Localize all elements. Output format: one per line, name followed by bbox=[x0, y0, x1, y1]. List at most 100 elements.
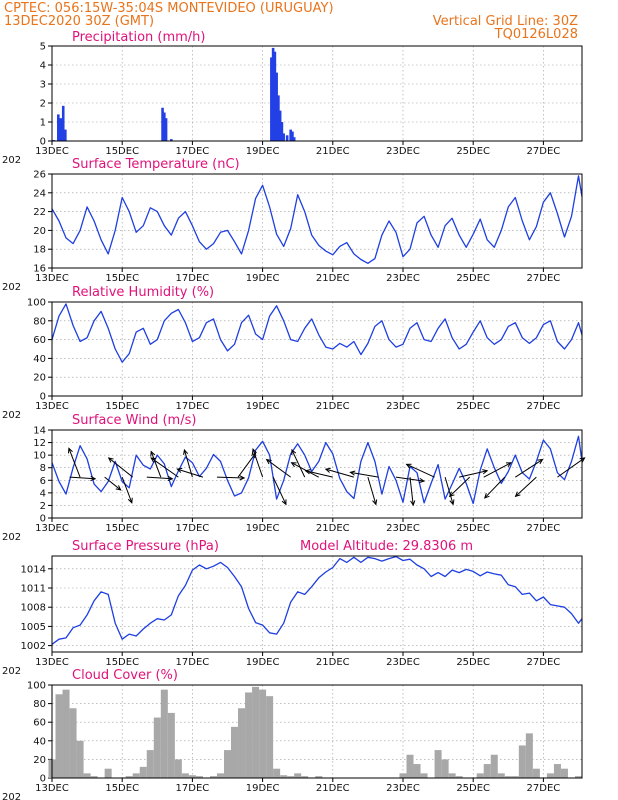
temp-panel: 16 18 20 22 24 26 13DEC 15DEC 17DEC 19DEC 21DEC 23D… bbox=[2, 157, 583, 293]
wind-arrow-head bbox=[505, 462, 512, 468]
wind-arrow-shaft bbox=[406, 463, 435, 478]
pres-year-label: 202 bbox=[2, 666, 21, 677]
precip-xtick-label: 25DEC bbox=[456, 146, 490, 157]
pres-frame bbox=[51, 555, 583, 653]
pres-annotation: Model Altitude: 29.8306 m bbox=[300, 539, 473, 554]
cloud-ytick-label: 20 bbox=[33, 755, 46, 766]
wind-xtick-label: 13DEC bbox=[35, 523, 69, 534]
wind-arrow-head bbox=[150, 457, 157, 463]
precip-bar bbox=[57, 114, 60, 141]
rh-frame bbox=[51, 301, 583, 397]
wind-arrow-shaft bbox=[515, 476, 537, 497]
cloud-bar bbox=[525, 733, 533, 778]
cloud-bar bbox=[125, 776, 133, 778]
cloud-ytick-label: 40 bbox=[33, 736, 46, 747]
wind-arrow bbox=[483, 476, 506, 499]
cloud-ytick-label: 60 bbox=[33, 718, 46, 729]
precip-bar bbox=[285, 135, 289, 141]
cloud-bar bbox=[441, 759, 449, 778]
rh-xtick-label: 13DEC bbox=[35, 401, 69, 412]
wind-arrow bbox=[515, 458, 544, 478]
precip-bar bbox=[271, 47, 275, 141]
wind-xtick-label: 19DEC bbox=[246, 523, 280, 534]
wind-arrow-shaft bbox=[444, 477, 454, 505]
wind-arrow bbox=[324, 467, 354, 478]
cloud-bar bbox=[448, 773, 456, 778]
temp-xtick-label: 17DEC bbox=[176, 273, 210, 284]
cloud-bar bbox=[223, 750, 232, 778]
cloud-xtick-label: 15DEC bbox=[105, 783, 139, 794]
wind-arrow-head bbox=[251, 448, 257, 455]
cloud-xtick-label: 23DEC bbox=[386, 783, 420, 794]
wind-arrow-head bbox=[291, 448, 297, 455]
cloud-bar bbox=[252, 686, 260, 778]
wind-ytick-label: 8 bbox=[40, 463, 46, 474]
precip-bar bbox=[282, 133, 285, 141]
cloud-bar bbox=[294, 773, 302, 778]
rh-year-label: 202 bbox=[2, 410, 21, 421]
cloud-bar bbox=[160, 689, 168, 778]
wind-ytick-label: 6 bbox=[40, 476, 46, 487]
pres-xtick-label: 27DEC bbox=[527, 657, 561, 668]
precip-ytick-label: 5 bbox=[40, 42, 46, 53]
wind-xtick-label: 23DEC bbox=[386, 523, 420, 534]
cloud-bar bbox=[146, 750, 154, 778]
wind-arrow-head bbox=[349, 470, 356, 476]
wind-arrow-head bbox=[514, 491, 521, 498]
wind-arrow bbox=[150, 450, 162, 478]
wind-frame bbox=[51, 429, 583, 519]
precip-xtick-label: 15DEC bbox=[105, 146, 139, 157]
precip-bar bbox=[164, 118, 168, 141]
cloud-bar bbox=[238, 708, 246, 778]
wind-arrow-shaft bbox=[291, 449, 306, 478]
wind-arrow-head bbox=[410, 500, 416, 507]
wind-ytick-label: 14 bbox=[33, 426, 46, 437]
wind-arrow-shaft bbox=[325, 468, 354, 478]
pres-xtick-label: 25DEC bbox=[456, 657, 490, 668]
wind-arrow bbox=[367, 477, 378, 506]
cloud-bar bbox=[195, 776, 203, 778]
rh-xtick-label: 21DEC bbox=[316, 401, 350, 412]
pres-panel: 1002 1005 1008 1011 1014 13DEC 15DEC 17DEC 19DEC… bbox=[2, 539, 583, 677]
pres-xtick-label: 21DEC bbox=[316, 657, 350, 668]
wind-ytick-label: 12 bbox=[33, 438, 46, 449]
cloud-bar bbox=[209, 776, 217, 778]
pres-ytick-label: 1002 bbox=[21, 641, 46, 652]
wind-arrow-shaft bbox=[459, 470, 488, 478]
wind-arrow bbox=[104, 476, 122, 491]
rh-xtick-label: 17DEC bbox=[176, 401, 210, 412]
cloud-bar bbox=[273, 768, 281, 778]
wind-arrow bbox=[150, 457, 179, 478]
cloud-bar bbox=[315, 776, 323, 778]
pres-ytick-label: 1005 bbox=[21, 622, 46, 633]
wind-arrow-head bbox=[419, 477, 426, 484]
wind-arrow-shaft bbox=[69, 476, 96, 480]
pres-title: Surface Pressure (hPa) bbox=[72, 539, 219, 554]
wind-xtick-label: 25DEC bbox=[456, 523, 490, 534]
wind-arrow-shaft bbox=[150, 457, 179, 478]
cloud-bar bbox=[406, 754, 414, 778]
rh-ytick-label: 20 bbox=[33, 373, 46, 384]
pres-ytick-label: 1011 bbox=[21, 584, 46, 595]
wind-arrow-shaft bbox=[146, 476, 173, 480]
cloud-xtick-label: 13DEC bbox=[35, 783, 69, 794]
temp-xtick-label: 27DEC bbox=[527, 273, 561, 284]
wind-arrow-head bbox=[239, 475, 246, 481]
wind-arrow-shaft bbox=[108, 457, 134, 478]
rh-xtick-label: 23DEC bbox=[386, 401, 420, 412]
wind-arrow bbox=[237, 452, 257, 478]
cloud-bar bbox=[266, 696, 274, 778]
wind-arrow bbox=[290, 462, 319, 478]
cloud-bar bbox=[174, 759, 182, 778]
precip-bar bbox=[163, 112, 166, 141]
wind-arrow-head bbox=[127, 497, 133, 504]
precip-ytick-label: 3 bbox=[40, 80, 46, 91]
rh-xtick-label: 25DEC bbox=[456, 401, 490, 412]
precip-bar bbox=[291, 131, 294, 141]
header-grid-line: Vertical Grid Line: 30Z bbox=[433, 14, 578, 29]
temp-xtick-label: 25DEC bbox=[456, 273, 490, 284]
wind-arrow-head bbox=[324, 467, 331, 473]
wind-arrow bbox=[405, 463, 435, 478]
cloud-frame bbox=[51, 684, 583, 779]
wind-title: Surface Wind (m/s) bbox=[72, 413, 196, 428]
